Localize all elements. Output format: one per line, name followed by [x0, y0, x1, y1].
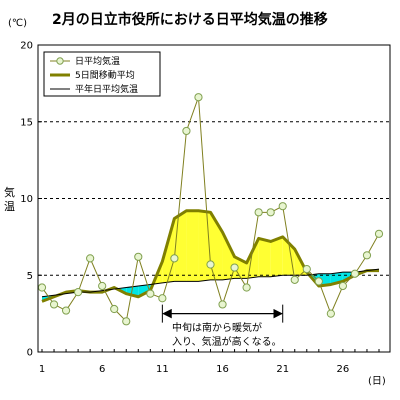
daily-point-18: [242, 283, 251, 292]
daily-point-8: [122, 317, 131, 326]
daily-point-12: [170, 254, 179, 263]
y-tick-label-10: 10: [20, 194, 33, 205]
daily-point-15: [206, 260, 215, 269]
legend-label-normal: 平年日平均気温: [75, 83, 138, 95]
annotation-line-2: 入り、気温が高くなる。: [172, 335, 282, 348]
y-tick-label-15: 15: [20, 117, 33, 128]
daily-point-3: [61, 306, 71, 315]
warm-fill-segment-18: [258, 238, 271, 277]
daily-point-24: [314, 277, 323, 286]
y-tick-label-5: 5: [27, 271, 33, 282]
legend: 日平均気温 5日間移動平均 平年日平均気温: [43, 51, 161, 97]
daily-point-5: [86, 254, 95, 263]
daily-point-23: [302, 265, 311, 274]
warm-fill-segment-19: [270, 236, 283, 277]
daily-point-7: [110, 304, 119, 314]
x-unit-label: (日): [368, 376, 386, 387]
y-tick-label-0: 0: [27, 348, 33, 359]
annotation: 中旬は南から暖気が 入り、気温が高くなる。: [161, 304, 284, 348]
daily-point-19: [254, 208, 263, 217]
daily-point-25: [326, 309, 335, 318]
series-lines: [41, 97, 380, 323]
daily-point-28: [362, 251, 372, 260]
x-tick-label-26: 26: [337, 364, 350, 375]
daily-markers: [37, 93, 384, 326]
x-tick-label-11: 11: [156, 364, 169, 375]
daily-point-9: [134, 252, 143, 261]
daily-point-14: [194, 93, 203, 102]
daily-point-22: [290, 275, 299, 284]
daily-point-1: [37, 283, 47, 292]
moving-average-line: [41, 209, 379, 303]
daily-point-29: [374, 229, 384, 238]
x-tick-label-16: 16: [216, 364, 229, 375]
daily-point-4: [74, 288, 83, 297]
chart-title: 2月の日立市役所における日平均気温の推移: [52, 11, 328, 28]
daily-point-21: [278, 202, 287, 211]
daily-point-11: [158, 294, 167, 303]
x-tick-label-6: 6: [99, 364, 105, 375]
y-tick-label-20: 20: [20, 41, 33, 52]
warm-fill-segment-12: [186, 210, 199, 282]
daily-temperature-line: [41, 97, 380, 323]
daily-point-10: [146, 289, 155, 298]
legend-daily-marker: [56, 57, 64, 65]
y-axis-label-char-1: 気: [4, 185, 15, 199]
daily-point-27: [350, 269, 360, 278]
daily-point-13: [182, 126, 191, 136]
daily-point-26: [338, 281, 347, 291]
x-tick-label-21: 21: [276, 364, 289, 375]
daily-point-2: [49, 300, 59, 309]
daily-point-16: [218, 300, 227, 309]
warm-fill-segment-11: [174, 210, 187, 282]
legend-label-daily: 日平均気温: [75, 55, 120, 67]
daily-point-17: [230, 263, 239, 272]
legend-label-moving: 5日間移動平均: [75, 69, 135, 81]
y-unit-label: (℃): [8, 18, 27, 29]
daily-point-20: [266, 208, 275, 217]
y-axis-label-char-2: 温: [4, 200, 15, 213]
daily-point-6: [98, 281, 107, 291]
normal-temperature-line: [41, 268, 380, 298]
x-tick-label-1: 1: [39, 364, 45, 375]
annotation-line-1: 中旬は南から暖気が: [172, 321, 262, 334]
